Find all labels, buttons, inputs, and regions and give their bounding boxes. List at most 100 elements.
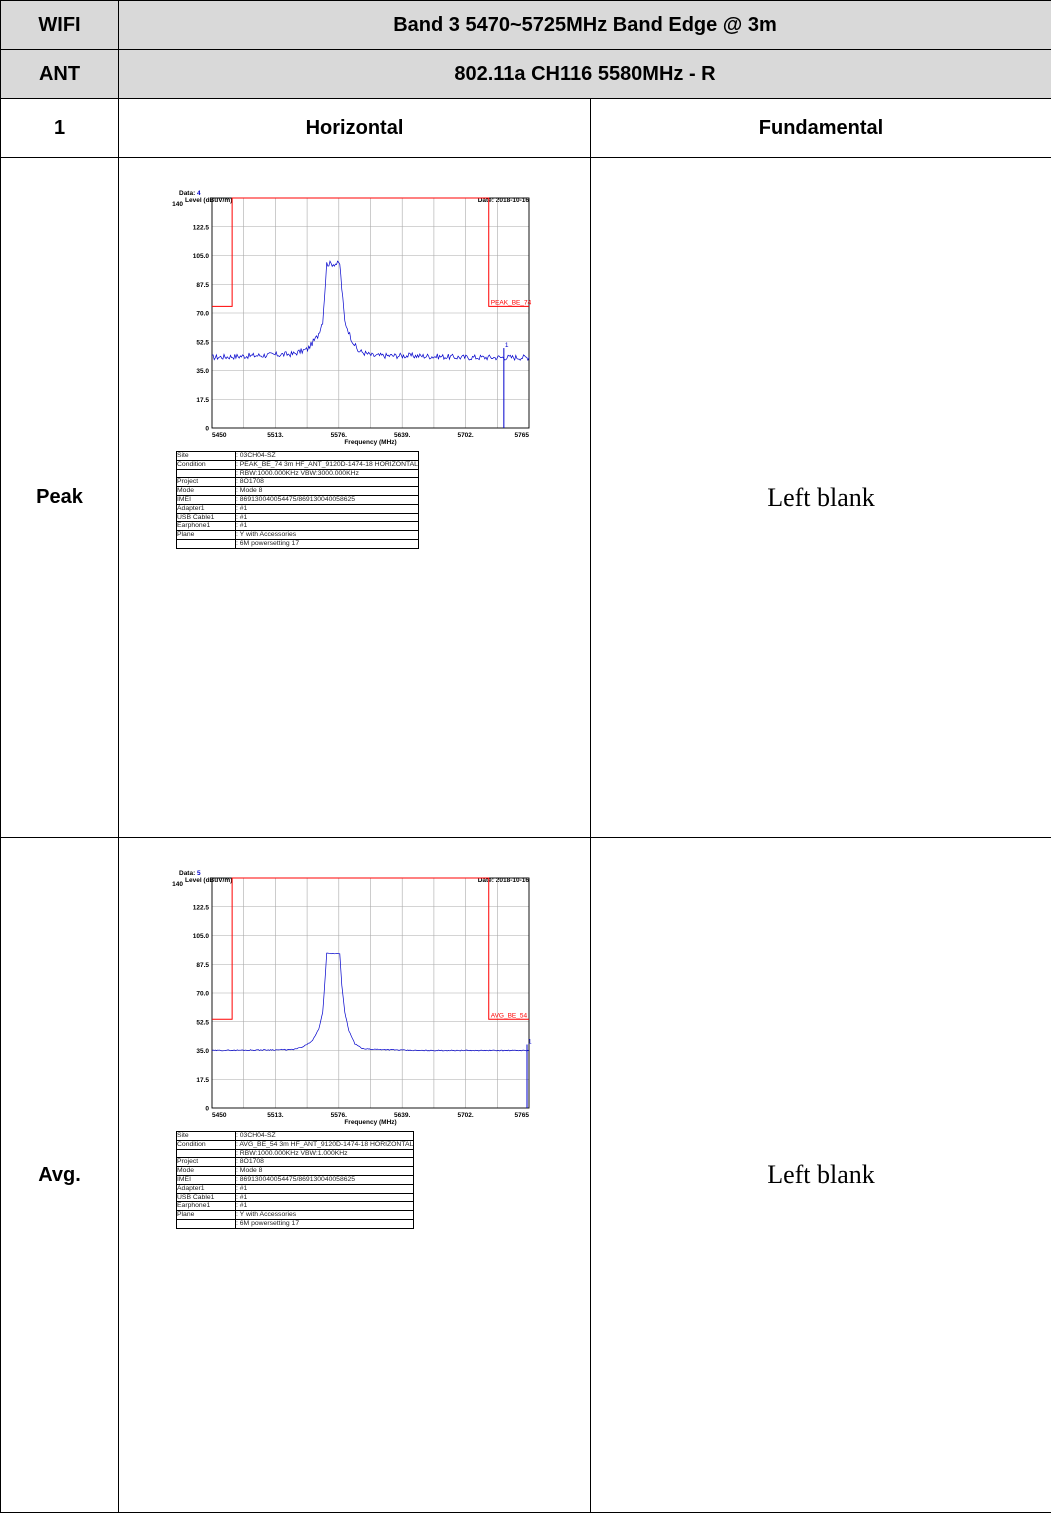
- info-key: Earphone1: [177, 522, 236, 531]
- y-tick-label: 70.0: [196, 311, 209, 318]
- info-row: : 6M powersetting 17: [177, 1219, 414, 1228]
- info-row: Project: 8O1708: [177, 1158, 414, 1167]
- info-row: Adapter1: #1: [177, 504, 419, 513]
- avg-fundamental-blank: Left blank: [591, 838, 1051, 1513]
- x-axis-label: Frequency (MHz): [344, 1119, 396, 1126]
- info-key: [177, 539, 236, 548]
- info-row: Project: 8O1708: [177, 478, 419, 487]
- y-tick-label: 35.0: [196, 1048, 209, 1055]
- info-row: USB Cable1: #1: [177, 513, 419, 522]
- info-key: Adapter1: [177, 1184, 236, 1193]
- info-key: IMEI: [177, 1175, 236, 1184]
- wifi-label: WIFI: [1, 1, 119, 50]
- y-tick-label: 122.5: [193, 904, 210, 911]
- info-key: Earphone1: [177, 1202, 236, 1211]
- info-row: Condition: AVG_BE_54 3m HF_ANT_9120D-147…: [177, 1140, 414, 1149]
- column-fundamental: Fundamental: [591, 99, 1051, 158]
- x-axis-label: Frequency (MHz): [344, 439, 396, 446]
- x-tick-label: 5702.: [457, 432, 473, 439]
- info-value: : #1: [236, 1193, 414, 1202]
- info-value: : #1: [236, 504, 419, 513]
- info-row: Mode: Mode 8: [177, 1167, 414, 1176]
- info-key: Mode: [177, 1167, 236, 1176]
- data-label: Data:: [179, 190, 195, 197]
- info-value: : 8O1708: [236, 1158, 414, 1167]
- row-label-avg: Avg.: [1, 838, 119, 1513]
- y-tick-label: 52.5: [196, 339, 209, 346]
- y-tick-label: 17.5: [196, 397, 209, 404]
- info-key: Project: [177, 1158, 236, 1167]
- info-value: : AVG_BE_54 3m HF_ANT_9120D-1474-18 HORI…: [236, 1140, 414, 1149]
- info-value: : RBW:1000.000KHz VBW:1.000KHz: [236, 1149, 414, 1158]
- info-row: : RBW:1000.000KHz VBW:1.000KHz: [177, 1149, 414, 1158]
- marker-label: 1: [505, 342, 509, 349]
- info-key: Plane: [177, 531, 236, 540]
- y-tick-label: 87.5: [196, 282, 209, 289]
- info-value: : #1: [236, 522, 419, 531]
- info-row: Site: 03CH04-SZ: [177, 1132, 414, 1141]
- y-tick-label: 87.5: [196, 962, 209, 969]
- peak-fundamental-blank: Left blank: [591, 158, 1051, 838]
- info-key: Condition: [177, 1140, 236, 1149]
- info-row: Adapter1: #1: [177, 1184, 414, 1193]
- marker-label: 1: [528, 1039, 532, 1046]
- info-key: Condition: [177, 460, 236, 469]
- info-value: : Y with Accessories: [236, 1211, 414, 1220]
- info-row: Condition: PEAK_BE_74 3m HF_ANT_9120D-14…: [177, 460, 419, 469]
- info-value: : Mode 8: [236, 1167, 414, 1176]
- info-value: : PEAK_BE_74 3m HF_ANT_9120D-1474-18 HOR…: [236, 460, 419, 469]
- info-row: Site: 03CH04-SZ: [177, 452, 419, 461]
- info-value: : #1: [236, 1202, 414, 1211]
- info-key: USB Cable1: [177, 1193, 236, 1202]
- data-label: Data:: [179, 870, 195, 877]
- y-tick-label: 140: [172, 881, 183, 888]
- info-value: : 6M powersetting 17: [236, 539, 419, 548]
- y-tick-label: 122.5: [193, 224, 210, 231]
- info-row: : RBW:1000.000KHz VBW:3000.000KHz: [177, 469, 419, 478]
- info-row: : 6M powersetting 17: [177, 539, 419, 548]
- info-key: [177, 1219, 236, 1228]
- x-tick-label: 5576.: [331, 432, 347, 439]
- x-tick-label: 5702.: [457, 1112, 473, 1119]
- info-value: : #1: [236, 513, 419, 522]
- limit-line-label: AVG_BE_54: [491, 1012, 528, 1019]
- limit-line-label: PEAK_BE_74: [491, 299, 532, 306]
- y-tick-label: 105.0: [193, 253, 210, 260]
- info-row: IMEI: 869130040054475/869130040058625: [177, 495, 419, 504]
- info-key: USB Cable1: [177, 513, 236, 522]
- info-row: USB Cable1: #1: [177, 1193, 414, 1202]
- row-number: 1: [1, 99, 119, 158]
- x-tick-label: 5765: [515, 432, 530, 439]
- info-row: Earphone1: #1: [177, 1202, 414, 1211]
- info-row: Earphone1: #1: [177, 522, 419, 531]
- info-key: IMEI: [177, 495, 236, 504]
- info-row: Plane: Y with Accessories: [177, 531, 419, 540]
- y-tick-label: 0: [205, 1106, 209, 1113]
- info-key: Plane: [177, 1211, 236, 1220]
- info-value: : 03CH04-SZ: [236, 452, 419, 461]
- y-tick-label: 52.5: [196, 1019, 209, 1026]
- info-key: Site: [177, 1132, 236, 1141]
- ant-label: ANT: [1, 50, 119, 99]
- y-tick-label: 105.0: [193, 933, 210, 940]
- info-value: : #1: [236, 1184, 414, 1193]
- info-value: : 869130040054475/869130040058625: [236, 1175, 414, 1184]
- info-value: : 8O1708: [236, 478, 419, 487]
- info-key: Mode: [177, 487, 236, 496]
- info-value: : RBW:1000.000KHz VBW:3000.000KHz: [236, 469, 419, 478]
- x-tick-label: 5513.: [267, 432, 283, 439]
- data-number: 4: [197, 190, 201, 197]
- x-tick-label: 5639.: [394, 432, 410, 439]
- info-value: : 6M powersetting 17: [236, 1219, 414, 1228]
- x-tick-label: 5450: [212, 432, 227, 439]
- band-title: Band 3 5470~5725MHz Band Edge @ 3m: [119, 1, 1051, 50]
- info-value: : 869130040054475/869130040058625: [236, 495, 419, 504]
- info-row: Mode: Mode 8: [177, 487, 419, 496]
- x-tick-label: 5513.: [267, 1112, 283, 1119]
- y-tick-label: 70.0: [196, 991, 209, 998]
